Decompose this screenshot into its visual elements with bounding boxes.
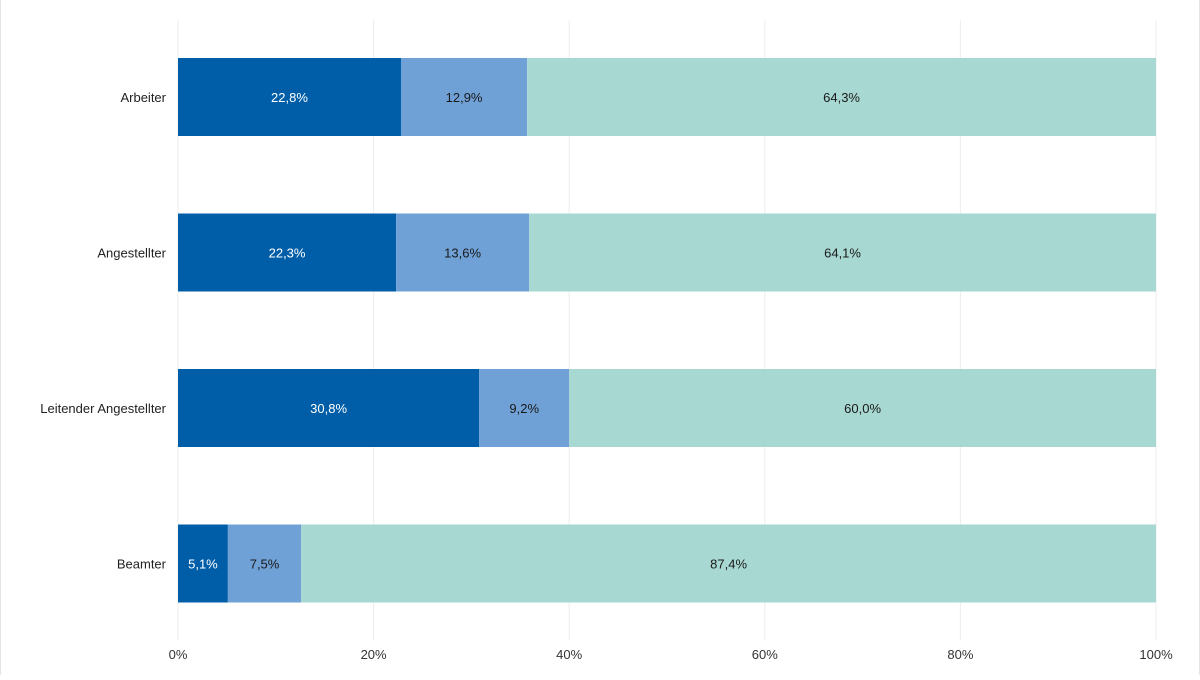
bar-segment [178, 369, 480, 447]
bar-segment [479, 369, 570, 447]
x-tick-label: 60% [752, 647, 778, 662]
bar-segment [227, 524, 302, 603]
bar-segment [301, 524, 1156, 603]
data-label: 22,3% [269, 246, 306, 261]
data-label: 60,0% [844, 401, 881, 416]
data-label: 5,1% [188, 557, 218, 572]
bar-segment [178, 58, 401, 136]
bar-segment [529, 213, 1156, 292]
category-label: Arbeiter [120, 90, 166, 105]
data-label: 13,6% [444, 246, 481, 261]
x-tick-label: 20% [361, 647, 387, 662]
data-label: 12,9% [446, 90, 483, 105]
data-label: 87,4% [710, 557, 747, 572]
bar-segment [569, 369, 1156, 447]
category-label: Beamter [117, 557, 167, 572]
data-label: 7,5% [250, 557, 280, 572]
bar-segment [178, 213, 397, 292]
x-tick-label: 0% [169, 647, 188, 662]
data-label: 64,1% [824, 246, 861, 261]
x-tick-label: 80% [947, 647, 973, 662]
data-label: 64,3% [823, 90, 860, 105]
x-tick-label: 40% [556, 647, 582, 662]
category-label: Angestellter [97, 246, 166, 261]
data-label: 22,8% [271, 90, 308, 105]
bar-segment [178, 524, 228, 603]
bar-segment [400, 58, 528, 136]
category-label: Leitender Angestellter [40, 401, 166, 416]
bar-segment [527, 58, 1156, 136]
bar-segment [396, 213, 530, 292]
data-label: 30,8% [310, 401, 347, 416]
x-tick-label: 100% [1139, 647, 1173, 662]
data-label: 9,2% [509, 401, 539, 416]
